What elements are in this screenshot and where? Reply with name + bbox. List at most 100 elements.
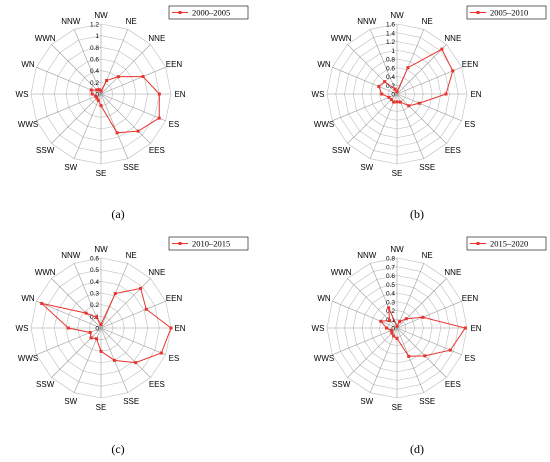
- spoke: [396, 66, 462, 95]
- series-point: [398, 100, 402, 104]
- series-point: [113, 292, 117, 296]
- series-point: [105, 79, 109, 83]
- direction-label: WN: [317, 294, 331, 303]
- series-point: [136, 129, 140, 133]
- spoke: [369, 29, 398, 95]
- series-point: [95, 96, 99, 100]
- direction-label: SSE: [123, 397, 139, 406]
- series-point: [99, 104, 103, 108]
- direction-label: NW: [390, 11, 404, 20]
- direction-label: NW: [390, 245, 404, 254]
- direction-label: SSW: [332, 380, 351, 389]
- direction-label: WWS: [314, 354, 334, 363]
- radial-tick-label: 0.6: [90, 57, 99, 64]
- direction-label: SSW: [332, 146, 351, 155]
- panel-caption: (c): [111, 442, 124, 456]
- direction-label: NNW: [61, 251, 81, 260]
- legend-marker: [178, 11, 182, 14]
- series-point: [95, 337, 99, 341]
- legend-label: 2005–2010: [490, 8, 528, 18]
- radial-tick-label: 0.5: [386, 282, 395, 289]
- direction-label: NNE: [148, 268, 165, 277]
- direction-label: WN: [21, 294, 35, 303]
- direction-label: WWS: [314, 120, 334, 129]
- legend-label: 2000–2005: [192, 8, 230, 18]
- legend: 2015–2020: [466, 236, 547, 251]
- series-point: [463, 326, 467, 330]
- direction-label: ES: [169, 354, 180, 363]
- direction-label: EES: [445, 146, 461, 155]
- direction-label: EN: [174, 324, 185, 333]
- series-point: [380, 92, 384, 96]
- radial-tick-label: 0: [95, 92, 99, 99]
- series-point: [388, 319, 392, 323]
- direction-label: EN: [174, 90, 185, 99]
- radial-tick-label: 0.8: [386, 256, 395, 263]
- radial-tick-label: 0.3: [90, 291, 99, 298]
- radial-tick-label: 0.6: [90, 256, 99, 263]
- spoke: [36, 93, 102, 122]
- series-point: [95, 315, 99, 319]
- spoke: [369, 327, 398, 393]
- direction-label: NE: [422, 251, 433, 260]
- spoke: [100, 327, 151, 378]
- series-point: [451, 69, 455, 73]
- radial-tick-label: 0.2: [90, 302, 99, 309]
- spoke: [100, 66, 166, 95]
- direction-label: SW: [360, 397, 373, 406]
- spoke: [396, 44, 447, 95]
- direction-label: WWS: [18, 120, 38, 129]
- radial-tick-label: 0.2: [90, 80, 99, 87]
- radial-tick-label: 0.3: [386, 299, 395, 306]
- spoke: [51, 93, 102, 144]
- series-point: [99, 323, 103, 326]
- spoke: [73, 29, 102, 95]
- series-point: [392, 100, 396, 104]
- radar-chart-c: NW NE NNE EEN EN ES EES SSE SE SW SSW WWS WS WN WWN NNW…: [16, 236, 249, 456]
- spoke: [100, 278, 151, 329]
- spoke: [396, 327, 447, 378]
- panel-caption: (a): [111, 207, 124, 221]
- spoke: [396, 93, 447, 144]
- series-point: [90, 92, 94, 96]
- direction-label: SSW: [36, 146, 55, 155]
- direction-label: NNE: [444, 34, 461, 43]
- series-point: [395, 100, 399, 104]
- direction-label: SE: [392, 169, 403, 178]
- legend-marker: [178, 242, 182, 245]
- direction-label: ES: [465, 120, 476, 129]
- series-point: [395, 90, 399, 94]
- radial-tick-label: 0.8: [386, 57, 395, 64]
- radar-chart-d: NW NE NNE EEN EN ES EES SSE SE SW SSW WWS WS WN WWN NNW…: [312, 236, 547, 456]
- series-point: [112, 358, 116, 362]
- series-point: [40, 301, 44, 305]
- direction-label: SE: [96, 403, 107, 412]
- direction-label: ES: [169, 120, 180, 129]
- series-point: [423, 354, 427, 358]
- spoke: [332, 93, 398, 122]
- panel-caption: (b): [410, 207, 424, 221]
- series-point: [387, 306, 391, 310]
- direction-label: WN: [21, 60, 35, 69]
- spoke: [332, 300, 398, 329]
- direction-label: EEN: [166, 60, 183, 69]
- spoke: [51, 44, 102, 95]
- series-point: [115, 131, 119, 135]
- series-point: [88, 330, 92, 334]
- series-point: [448, 348, 452, 352]
- spoke: [332, 66, 398, 95]
- direction-label: WS: [312, 90, 325, 99]
- series-point: [395, 324, 399, 328]
- radial-tick-label: 0.4: [90, 68, 99, 75]
- spoke: [396, 300, 462, 329]
- spoke: [36, 300, 102, 329]
- legend-label: 2015–2020: [490, 239, 528, 249]
- radar-chart-a: NW NE NNE EEN EN ES EES SSE SE SW SSW WWS WS WN WWN NNW…: [16, 5, 249, 221]
- radial-tick-label: 0.7: [386, 264, 395, 271]
- spoke: [51, 327, 102, 378]
- series-point: [144, 307, 148, 311]
- direction-label: NNW: [357, 251, 377, 260]
- spoke: [73, 93, 102, 159]
- legend: 2005–2010: [466, 5, 547, 20]
- radial-tick-label: 0: [391, 92, 395, 99]
